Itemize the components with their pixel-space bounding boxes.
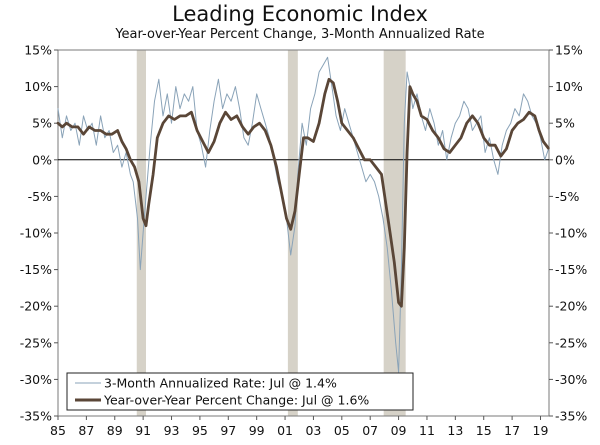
legend-box xyxy=(66,372,414,411)
recession-bands xyxy=(136,50,406,416)
series-line-yoy-change xyxy=(56,77,550,308)
y-tick-label-left: 5% xyxy=(32,116,52,131)
chart-title: Leading Economic Index xyxy=(172,2,428,26)
y-tick-label-left: -5% xyxy=(28,189,52,204)
chart-subtitle: Year-over-Year Percent Change, 3-Month A… xyxy=(115,27,485,42)
y-tick-label-left: -15% xyxy=(20,262,52,277)
x-tick-label: 89 xyxy=(107,423,123,438)
y-tick-label-left: -25% xyxy=(20,335,52,350)
axes: 15% 15% 10% 10% 5% 5% 0% 0% -5% -5% -10% -10% -15% -1… xyxy=(20,43,588,439)
x-tick-label: 05 xyxy=(334,423,350,438)
y-tick-label-left: -35% xyxy=(20,409,52,424)
x-tick-label: 15 xyxy=(476,423,492,438)
y-tick-label-right: -10% xyxy=(555,226,587,241)
x-tick-label: 19 xyxy=(533,423,549,438)
x-tick-label: 95 xyxy=(192,423,208,438)
x-tick-label: 97 xyxy=(220,423,236,438)
y-tick-label-right: 5% xyxy=(555,116,575,131)
x-tick-label: 11 xyxy=(419,423,435,438)
x-tick-label: 99 xyxy=(249,423,265,438)
y-tick-label-right: 10% xyxy=(555,79,583,94)
x-tick-label: 03 xyxy=(305,423,321,438)
y-tick-label-right: 0% xyxy=(555,152,575,167)
x-tick-label: 85 xyxy=(50,423,66,438)
legend-label-yoy-change: Year-over-Year Percent Change: Jul @ 1.6… xyxy=(103,393,369,408)
y-tick-label-right: -25% xyxy=(555,335,587,350)
legend-label-3-month-rate: 3-Month Annualized Rate: Jul @ 1.4% xyxy=(104,376,337,391)
y-tick-label-left: -10% xyxy=(20,226,52,241)
x-tick-label: 93 xyxy=(164,423,180,438)
y-tick-label-right: -20% xyxy=(555,299,587,314)
x-tick-label: 09 xyxy=(391,423,407,438)
recession-band-1 xyxy=(287,50,298,416)
x-tick-label: 01 xyxy=(277,423,293,438)
x-tick-label: 07 xyxy=(362,423,378,438)
y-tick-label-left: -20% xyxy=(20,299,52,314)
y-tick-label-left: 10% xyxy=(24,79,52,94)
legend: 3-Month Annualized Rate: Jul @ 1.4% Year… xyxy=(66,372,414,411)
recession-band-0 xyxy=(136,50,146,416)
y-tick-label-right: -35% xyxy=(555,409,587,424)
y-tick-label-right: -15% xyxy=(555,262,587,277)
y-tick-label-left: -30% xyxy=(20,372,52,387)
x-tick-label: 13 xyxy=(447,423,463,438)
y-tick-label-right: -5% xyxy=(555,189,579,204)
y-tick-label-left: 0% xyxy=(32,152,52,167)
series-line-3-month-rate xyxy=(57,56,549,373)
y-tick-label-right: -30% xyxy=(555,372,587,387)
x-tick-label: 87 xyxy=(78,423,94,438)
plot-frame xyxy=(57,49,550,417)
y-tick-label-left: 15% xyxy=(24,43,52,58)
x-tick-label: 17 xyxy=(504,423,520,438)
series xyxy=(56,56,550,373)
y-tick-label-right: 15% xyxy=(555,43,583,58)
x-tick-label: 91 xyxy=(135,423,151,438)
